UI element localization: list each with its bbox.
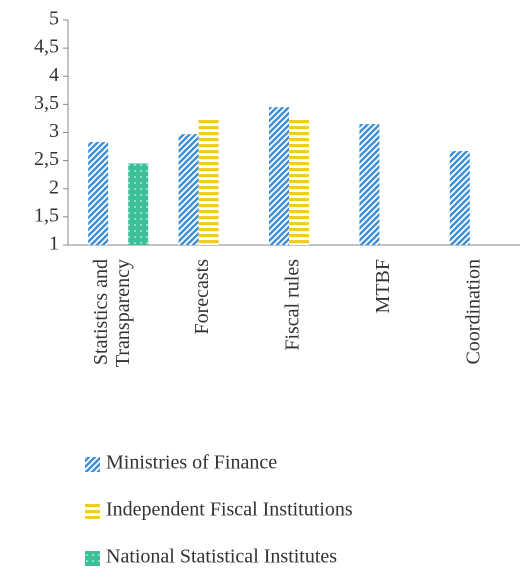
legend-label: Independent Fiscal Institutions <box>106 499 353 521</box>
legend-label: National Statistical Institutes <box>106 546 337 568</box>
legend-label: Ministries of Finance <box>106 452 277 474</box>
bar <box>198 118 219 245</box>
y-tick-label: 3 <box>49 120 59 142</box>
x-tick-label: MTBF <box>372 259 394 313</box>
x-tick-label: Forecasts <box>191 259 213 335</box>
y-tick-label: 2 <box>49 176 59 198</box>
x-tick-label: Coordination <box>462 259 484 365</box>
y-tick-label: 5 <box>49 8 59 30</box>
y-tick-label: 4,5 <box>34 36 59 58</box>
legend-swatch <box>85 551 100 566</box>
legend-swatch <box>85 457 100 472</box>
bar <box>88 142 109 245</box>
legend-swatch <box>85 504 100 519</box>
bar <box>128 163 149 245</box>
x-tick-label: Statistics andTransparency <box>90 259 134 367</box>
y-tick-label: 3,5 <box>34 92 59 114</box>
x-tick-label: Fiscal rules <box>282 259 304 351</box>
bar <box>269 107 289 245</box>
y-tick-label: 1,5 <box>34 204 59 226</box>
bar <box>359 124 380 245</box>
y-tick-label: 1 <box>49 233 59 255</box>
y-tick-label: 2,5 <box>34 148 59 170</box>
y-tick-label: 4 <box>49 64 59 86</box>
bar <box>449 151 470 245</box>
bar <box>289 118 309 245</box>
bar <box>178 134 199 245</box>
